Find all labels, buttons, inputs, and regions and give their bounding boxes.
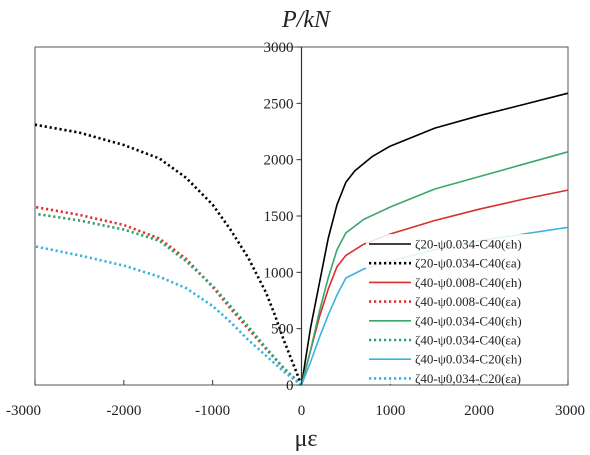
y-tick-label: 1500 (264, 209, 294, 225)
y-tick-label: 1000 (264, 265, 294, 281)
legend-label-2: ζ20-ψ0.034-C40(εa) (415, 256, 521, 271)
y-tick-label: 3000 (264, 40, 294, 56)
x-tick-label: 1000 (375, 403, 405, 419)
x-axis-title: με (295, 426, 318, 452)
series-line-1 (300, 92, 569, 386)
y-axis-ticks: 0 500 1000 1500 2000 2500 3000 (264, 40, 302, 394)
legend-label-1: ζ20-ψ0.034-C40(εh) (415, 237, 522, 252)
series-line-6 (34, 212, 303, 386)
y-tick-label: 2000 (264, 153, 294, 169)
x-tick-label: 3000 (555, 403, 585, 419)
legend-label-6: ζ40-ψ0.034-C40(εa) (415, 333, 521, 348)
legend: ζ20-ψ0.034-C40(εh) ζ20-ψ0.034-C40(εa) ζ40-… (366, 234, 566, 386)
legend-label-7: ζ40-ψ0.034-C20(εh) (415, 352, 522, 367)
x-tick-label: 0 (298, 403, 306, 419)
legend-label-8: ζ40-ψ0,034-C20(εa) (415, 371, 521, 386)
series-line-5 (300, 151, 569, 386)
y-tick-label: 0 (286, 378, 294, 394)
series-line-2 (34, 123, 303, 386)
x-tick-label: -2000 (106, 403, 141, 419)
y-tick-label: 500 (271, 322, 294, 338)
legend-label-3: ζ40-ψ0.008-C40(εh) (415, 275, 522, 290)
legend-label-5: ζ40-ψ0.034-C40(εh) (415, 313, 522, 328)
y-tick-label: 2500 (264, 96, 294, 112)
x-tick-label: -3000 (6, 403, 41, 419)
x-tick-label: 2000 (464, 403, 494, 419)
series-line-3 (300, 189, 569, 386)
x-axis-ticks: -3000 -2000 -1000 0 1000 2000 3000 (6, 380, 585, 419)
y-axis-title: P/kN (281, 7, 332, 33)
legend-label-4: ζ40-ψ0.008-C40(εa) (415, 294, 521, 309)
x-tick-label: -1000 (195, 403, 230, 419)
